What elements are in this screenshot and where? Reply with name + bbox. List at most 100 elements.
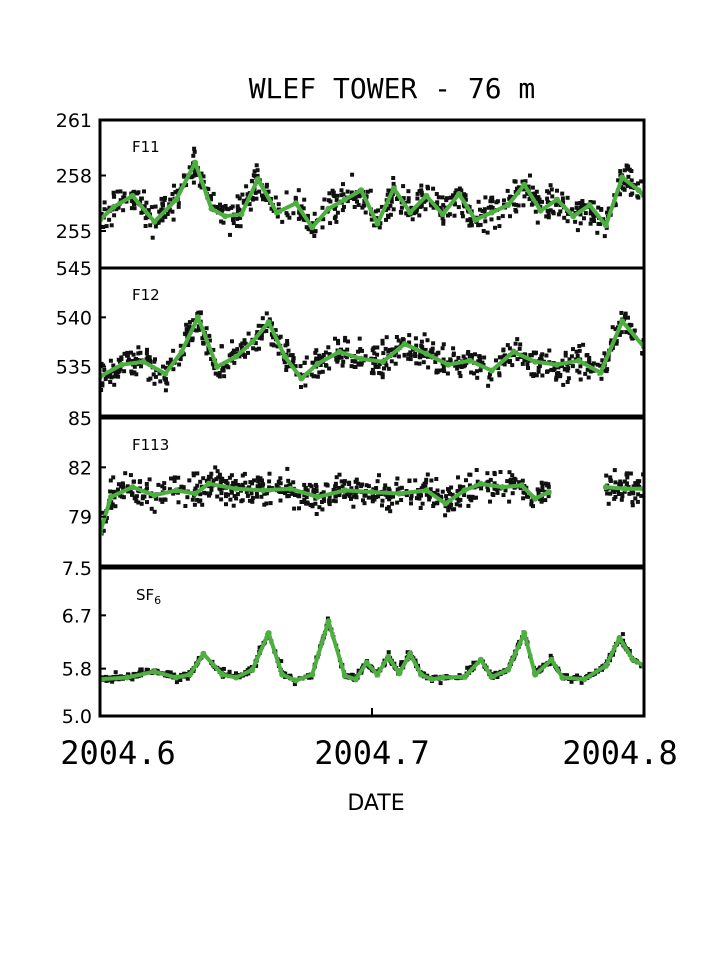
data-point <box>395 500 400 505</box>
data-point <box>394 335 399 339</box>
data-point <box>455 496 460 501</box>
data-point <box>622 168 627 173</box>
data-point <box>216 373 221 378</box>
data-point <box>596 205 601 210</box>
data-point <box>254 196 259 201</box>
data-point <box>565 219 570 224</box>
data-point <box>465 218 470 223</box>
data-point <box>283 343 288 348</box>
data-point <box>195 312 200 316</box>
data-point <box>530 185 535 190</box>
data-point <box>334 219 339 224</box>
data-point <box>154 496 159 501</box>
data-point <box>456 475 460 480</box>
data-point <box>384 335 389 340</box>
data-point <box>204 351 209 356</box>
data-point <box>179 484 184 489</box>
data-point <box>375 345 380 350</box>
data-point <box>457 484 462 489</box>
data-point <box>129 359 134 363</box>
data-point <box>284 368 289 372</box>
data-point <box>314 348 319 353</box>
data-point <box>339 355 344 360</box>
data-point <box>259 484 264 489</box>
data-point <box>128 489 133 494</box>
smooth-point <box>622 485 628 492</box>
data-point <box>128 473 133 478</box>
data-point <box>390 348 394 353</box>
data-point <box>353 491 358 496</box>
data-point <box>258 476 263 481</box>
data-point <box>534 189 539 194</box>
data-point <box>331 487 336 492</box>
data-point <box>453 363 458 368</box>
data-point <box>353 359 358 364</box>
data-point <box>132 496 137 501</box>
data-point <box>302 197 307 202</box>
data-point <box>144 200 149 205</box>
data-point <box>613 494 618 499</box>
data-point <box>156 220 161 225</box>
data-point <box>482 355 487 360</box>
data-point <box>220 476 225 481</box>
data-point <box>167 487 172 492</box>
data-point <box>427 494 432 499</box>
data-point <box>256 479 261 484</box>
data-point <box>267 485 272 490</box>
data-point <box>582 216 586 221</box>
data-point <box>130 492 134 497</box>
data-point <box>267 317 272 322</box>
data-point <box>545 196 550 201</box>
data-point <box>436 195 441 200</box>
data-point <box>575 353 580 358</box>
smooth-point <box>265 630 272 637</box>
data-point <box>297 494 302 499</box>
data-point <box>168 357 173 362</box>
data-point <box>540 488 545 493</box>
data-point <box>157 371 162 376</box>
data-point <box>400 337 405 342</box>
data-point <box>569 679 574 684</box>
data-point <box>198 492 203 497</box>
data-point <box>385 506 389 511</box>
data-point <box>177 356 182 361</box>
data-point <box>238 224 243 229</box>
data-point <box>305 213 310 218</box>
data-point <box>492 481 497 486</box>
data-point <box>264 182 269 187</box>
data-point <box>197 326 202 331</box>
data-point <box>111 190 116 195</box>
data-point <box>507 360 512 364</box>
data-point <box>267 471 272 476</box>
smooth-point <box>407 209 414 216</box>
data-point <box>204 186 209 191</box>
data-point <box>469 498 474 503</box>
data-point <box>268 501 273 506</box>
data-point <box>474 495 478 500</box>
data-point <box>158 379 163 384</box>
data-point <box>577 348 582 353</box>
data-point <box>515 186 519 191</box>
data-point <box>605 491 610 496</box>
panel-frame <box>98 416 646 568</box>
data-point <box>565 673 569 678</box>
data-point <box>516 203 521 208</box>
data-point <box>471 660 476 665</box>
data-point <box>545 200 550 204</box>
smooth-point <box>442 500 449 507</box>
data-point <box>118 189 123 194</box>
data-point <box>613 327 618 332</box>
data-point <box>602 351 607 356</box>
data-point <box>440 216 445 221</box>
data-point <box>102 200 107 205</box>
data-point <box>376 208 381 213</box>
data-point <box>201 174 206 179</box>
smooth-line <box>100 315 644 381</box>
data-point <box>625 471 630 476</box>
x-tick-label: 2004.7 <box>314 734 430 772</box>
data-point <box>595 362 600 367</box>
data-point <box>297 506 301 511</box>
data-point <box>278 476 283 481</box>
data-point <box>376 364 381 369</box>
panel-label: F113 <box>132 436 169 454</box>
